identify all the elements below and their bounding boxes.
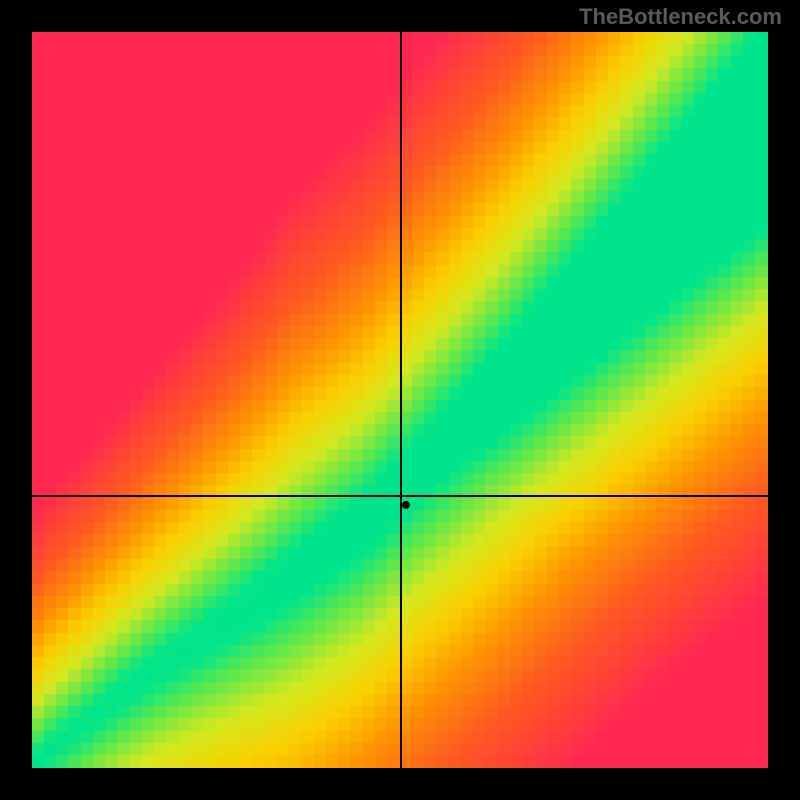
watermark-text: TheBottleneck.com: [579, 4, 782, 30]
plot-container: [32, 32, 768, 768]
crosshair-vertical: [400, 32, 402, 768]
data-point-marker: [402, 501, 410, 509]
